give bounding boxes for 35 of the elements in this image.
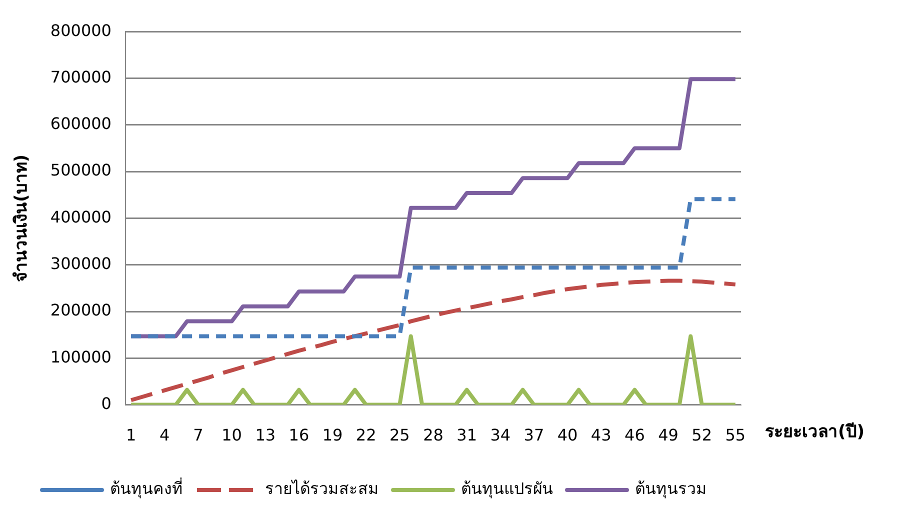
x-tick-label: 7 bbox=[193, 426, 204, 445]
y-tick-label: 400000 bbox=[50, 207, 112, 226]
legend-label: ต้นทุนแปรผัน bbox=[461, 479, 553, 500]
y-axis-title: จำนวนเงิน(บาท) bbox=[12, 154, 32, 282]
line-series bbox=[129, 278, 738, 402]
x-tick-label: 46 bbox=[624, 426, 645, 445]
y-tick-label: 600000 bbox=[50, 114, 112, 134]
x-tick-label: 55 bbox=[725, 426, 746, 445]
y-tick-label: 300000 bbox=[50, 254, 112, 274]
x-tick-label: 16 bbox=[288, 426, 310, 445]
legend-label: ต้นทุนรวม bbox=[635, 479, 707, 500]
x-tick-label: 43 bbox=[590, 426, 612, 445]
legend-label: รายได้รวมสะสม bbox=[265, 479, 379, 498]
x-tick-label: 13 bbox=[255, 426, 276, 445]
legend-label: ต้นทุนคงที่ bbox=[110, 477, 183, 500]
x-tick-label: 19 bbox=[322, 426, 343, 445]
x-tick-label: 22 bbox=[356, 426, 376, 445]
y-tick-label: 0 bbox=[101, 394, 112, 413]
x-tick-label: 49 bbox=[658, 426, 678, 445]
x-tick-label: 1 bbox=[126, 426, 136, 445]
x-tick-label: 40 bbox=[557, 426, 578, 445]
x-axis-title: ระยะเวลา(ปี) bbox=[765, 421, 865, 442]
y-tick-label: 700000 bbox=[50, 67, 112, 86]
x-tick-label: 4 bbox=[160, 426, 170, 445]
x-tick-label: 34 bbox=[490, 426, 511, 445]
y-tick-label: 100000 bbox=[50, 347, 112, 366]
x-tick-label: 10 bbox=[222, 426, 242, 445]
x-tick-label: 31 bbox=[456, 426, 477, 445]
y-tick-label: 500000 bbox=[50, 160, 112, 180]
x-tick-label: 37 bbox=[524, 426, 544, 445]
x-tick-label: 52 bbox=[692, 426, 712, 445]
y-tick-label: 200000 bbox=[50, 300, 112, 320]
x-tick-label: 25 bbox=[389, 426, 410, 445]
y-tick-label: 800000 bbox=[50, 20, 112, 40]
x-tick-label: 28 bbox=[423, 426, 444, 445]
